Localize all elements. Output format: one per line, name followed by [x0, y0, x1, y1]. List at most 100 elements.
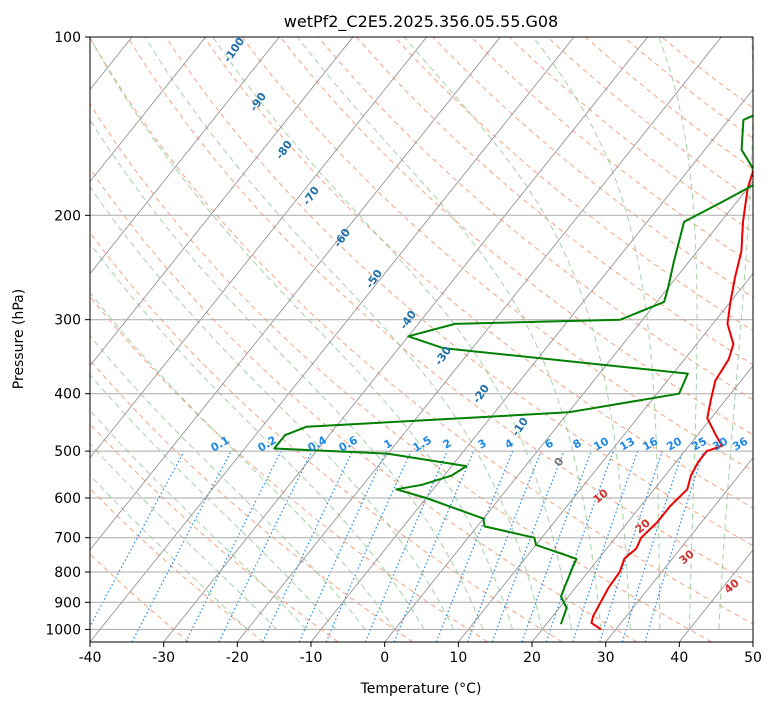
dry-adiabat: [90, 423, 339, 642]
isotherm-line: [310, 88, 753, 642]
dry-adiabat-label: -60: [331, 226, 353, 250]
moist-adiabat: [658, 37, 698, 630]
mixing-ratio-line: [298, 450, 387, 642]
moist-adiabat: [90, 242, 425, 630]
dry-adiabat: [279, 37, 753, 436]
moist-adiabat: [90, 335, 366, 630]
x-tick-label: -20: [226, 650, 249, 666]
dry-adiabat: [547, 37, 753, 201]
y-tick-label: 600: [54, 491, 81, 507]
moist-adiabat: [718, 37, 753, 630]
x-tick-label: 10: [449, 650, 467, 666]
isotherm-line: [90, 37, 428, 459]
isotherm-line: [163, 37, 649, 642]
dry-adiabat: [585, 37, 753, 170]
mixing-ratio-line: [572, 450, 639, 642]
mixing-ratio-line: [599, 450, 663, 642]
dry-adiabat: [90, 231, 563, 642]
plot-frame: [89, 36, 754, 643]
moist-adiabat-label: 20: [633, 516, 653, 536]
moist-adiabat: [532, 37, 661, 630]
x-tick-label: -10: [300, 650, 323, 666]
x-tick-label: 30: [597, 650, 615, 666]
x-tick-label: 20: [523, 650, 541, 666]
dry-adiabat: [90, 295, 488, 642]
y-axis-label: Pressure (hPa): [11, 289, 27, 389]
isotherm-line: [457, 272, 753, 642]
mixing-ratio-label: 3: [476, 437, 489, 452]
y-tick-label: 900: [54, 595, 81, 611]
dry-adiabat: [203, 37, 753, 509]
y-tick-label: 200: [54, 208, 81, 224]
isotherm-line: [0, 37, 58, 642]
mixing-ratio-label: 4: [503, 436, 516, 451]
x-axis-label: Temperature (°C): [360, 681, 482, 697]
dry-adiabat-label: -10: [509, 415, 531, 439]
moist-adiabat-label: 10: [591, 486, 611, 506]
dry-adiabat: [90, 553, 190, 642]
isotherm-line: [90, 37, 501, 551]
isotherm-line: [90, 37, 207, 183]
moist-adiabat: [403, 37, 631, 630]
dry-adiabat: [508, 37, 753, 233]
mixing-ratio-label: 2: [441, 437, 454, 452]
x-tick-label: 40: [670, 650, 688, 666]
dry-adiabat: [432, 37, 753, 298]
dry-adiabat: [90, 487, 264, 642]
mixing-ratio-line: [545, 450, 614, 642]
isotherm-line: [678, 549, 753, 642]
moist-adiabat: [90, 118, 484, 630]
mixing-ratio-line: [621, 450, 684, 642]
moist-adiabat: [90, 291, 396, 630]
mixing-ratio-label: 1: [382, 437, 395, 452]
moist-adiabat-label: 40: [722, 576, 742, 596]
mixing-ratio-line: [435, 450, 514, 642]
isotherm-line: [531, 365, 753, 642]
dry-adiabat-label: -50: [363, 267, 385, 291]
moist-adiabat: [90, 474, 248, 630]
dry-adiabat: [318, 37, 753, 401]
dry-adiabat: [394, 37, 753, 332]
moist-adiabat: [90, 409, 307, 630]
isotherm-line: [90, 37, 354, 367]
mixing-ratio-line: [466, 450, 542, 642]
mixing-ratio-line: [218, 450, 313, 642]
dry-adiabat-label: -30: [432, 344, 454, 368]
y-tick-label: 100: [54, 30, 81, 46]
isotherm-line: [90, 37, 280, 275]
dry-adiabat-label: -80: [273, 138, 295, 162]
y-tick-label: 300: [54, 313, 81, 329]
mixing-ratio-line: [644, 450, 705, 642]
dry-adiabat-label: -40: [397, 308, 419, 332]
mixing-ratio-line: [262, 450, 354, 642]
mixing-ratio-line: [491, 450, 565, 642]
dry-adiabat: [90, 103, 712, 642]
moist-adiabat: [90, 37, 514, 630]
y-tick-label: 700: [54, 531, 81, 547]
dry-adiabat-label: -90: [247, 90, 269, 114]
dry-adiabat: [127, 37, 753, 586]
axes: -40 -30 -20 -10 0 10 20 30 40 5010020030040050060…: [45, 30, 762, 666]
y-tick-label: 800: [54, 565, 81, 581]
moist-adiabat: [144, 37, 543, 630]
plot-area: 0.1 0.2 0.4 0.6 1 1.5 2 3 4 6 8 10 13 16 20 25 30 36-100-…: [0, 37, 753, 642]
mixing-ratio-label: 6: [543, 436, 556, 451]
y-tick-label: 1000: [45, 622, 81, 638]
y-tick-label: 500: [54, 444, 81, 460]
mixing-ratio-line: [364, 450, 448, 642]
moist-adiabat: [297, 37, 602, 630]
chart-title: wetPf2_C2E5.2025.356.05.55.G08: [284, 12, 558, 32]
x-tick-label: 50: [744, 650, 762, 666]
isotherm-line: [752, 641, 753, 642]
x-tick-label: -30: [152, 650, 175, 666]
dry-adiabat-label: -70: [300, 184, 322, 208]
dry-adiabat: [90, 37, 753, 625]
dry-adiabat: [90, 167, 638, 642]
isotherm-line: [236, 37, 722, 642]
mixing-ratio-line: [521, 450, 592, 642]
temperature-profile-line: [590, 167, 753, 631]
y-tick-label: 400: [54, 387, 81, 403]
x-tick-label: -40: [79, 650, 102, 666]
moist-adiabat: [90, 373, 337, 630]
